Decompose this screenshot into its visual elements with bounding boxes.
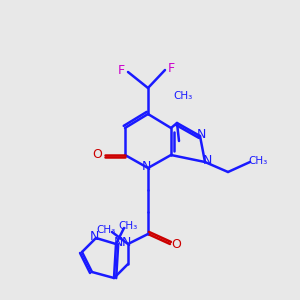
Text: O: O	[92, 148, 102, 160]
Text: CH₃: CH₃	[248, 156, 268, 166]
Text: CH₃: CH₃	[173, 91, 193, 101]
Text: N: N	[141, 160, 151, 172]
Text: O: O	[171, 238, 181, 250]
Text: CH₃: CH₃	[118, 221, 138, 231]
Text: N: N	[113, 236, 123, 250]
Text: CH₃: CH₃	[96, 225, 116, 235]
Text: N: N	[121, 236, 131, 250]
Text: F: F	[117, 64, 124, 76]
Text: N: N	[202, 154, 212, 167]
Text: N: N	[196, 128, 206, 142]
Text: N: N	[89, 230, 99, 244]
Text: F: F	[167, 61, 175, 74]
